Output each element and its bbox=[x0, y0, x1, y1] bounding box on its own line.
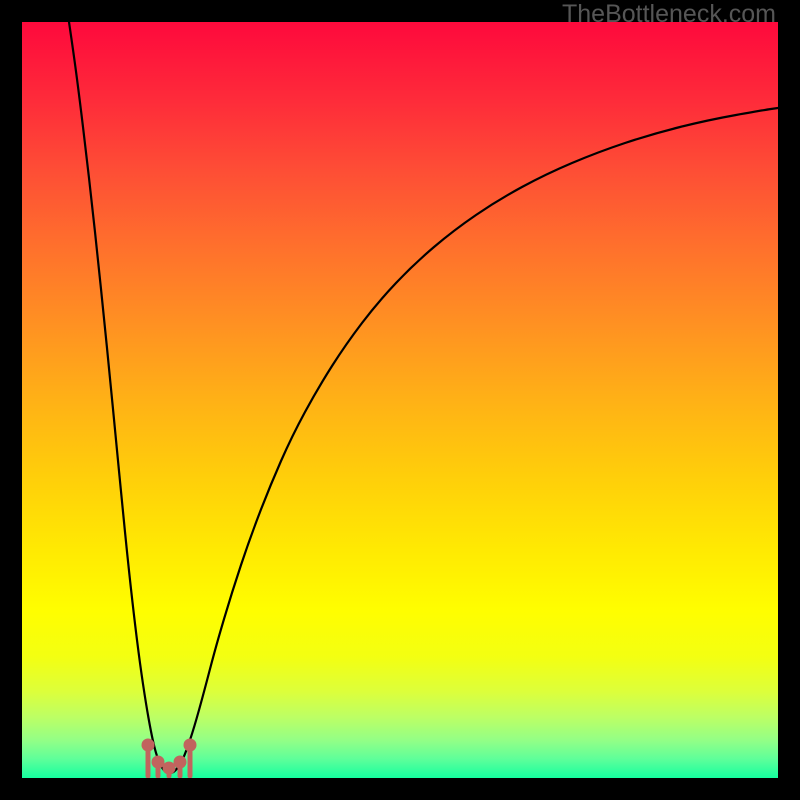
lollipop-group bbox=[142, 739, 197, 777]
watermark-text: TheBottleneck.com bbox=[562, 0, 776, 29]
lollipop-dot bbox=[174, 756, 187, 769]
lollipop-dot bbox=[163, 762, 176, 775]
plot-area bbox=[22, 22, 778, 778]
lollipop-dot bbox=[152, 756, 165, 769]
bottleneck-curve bbox=[69, 22, 778, 773]
chart-svg bbox=[22, 22, 778, 778]
lollipop-dot bbox=[184, 739, 197, 752]
lollipop-dot bbox=[142, 739, 155, 752]
